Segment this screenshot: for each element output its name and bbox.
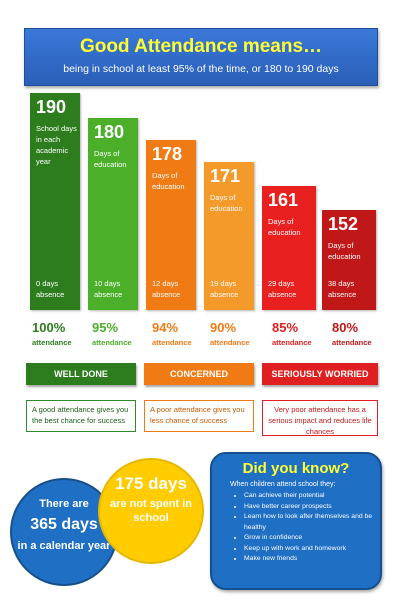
- list-item: Learn how to look after themselves and b…: [244, 512, 380, 533]
- pct-80: 80% attendance: [332, 320, 372, 347]
- list-item: Have better career prospects: [244, 502, 380, 513]
- circle-175-days: 175 days are not spent in school: [98, 458, 204, 564]
- did-you-know-box: Did you know? When children attend schoo…: [210, 452, 382, 590]
- pct-100: 100% attendance: [32, 320, 72, 347]
- list-item: Grow in confidence: [244, 533, 380, 544]
- header-banner: Good Attendance means… being in school a…: [24, 28, 378, 86]
- list-item: Can achieve their potential: [244, 491, 380, 502]
- page-title: Good Attendance means…: [79, 36, 323, 57]
- category-concerned: CONCERNED: [144, 363, 254, 385]
- list-item: Make new friends: [244, 554, 380, 565]
- category-well-done: WELL DONE: [26, 363, 136, 385]
- bar-171-days: 171 Days of education 19 days absence: [204, 162, 254, 310]
- message-concerned: A poor attendance gives you less chance …: [144, 400, 254, 432]
- pct-90: 90% attendance: [210, 320, 250, 347]
- pct-85: 85% attendance: [272, 320, 312, 347]
- did-you-know-intro: When children attend school they:: [230, 481, 336, 488]
- bar-180-days: 180 Days of education 10 days absence: [88, 118, 138, 310]
- message-seriously-worried: Very poor attendance has a serious impac…: [262, 400, 378, 436]
- did-you-know-title: Did you know?: [242, 460, 350, 477]
- bar-178-days: 178 Days of education 12 days absence: [146, 140, 196, 310]
- list-item: Keep up with work and homework: [244, 544, 380, 555]
- bar-190-days: 190 School days in each academic year 0 …: [30, 93, 80, 310]
- bar-152-days: 152 Days of education 38 days absence: [322, 210, 376, 310]
- pct-94: 94% attendance: [152, 320, 192, 347]
- pct-95: 95% attendance: [92, 320, 132, 347]
- page-subtitle: being in school at least 95% of the time…: [63, 63, 339, 75]
- bar-161-days: 161 Days of education 29 days absence: [262, 186, 316, 310]
- benefits-list: Can achieve their potential Have better …: [212, 491, 380, 565]
- message-well-done: A good attendance gives you the best cha…: [26, 400, 136, 432]
- category-seriously-worried: SERIOUSLY WORRIED: [262, 363, 378, 385]
